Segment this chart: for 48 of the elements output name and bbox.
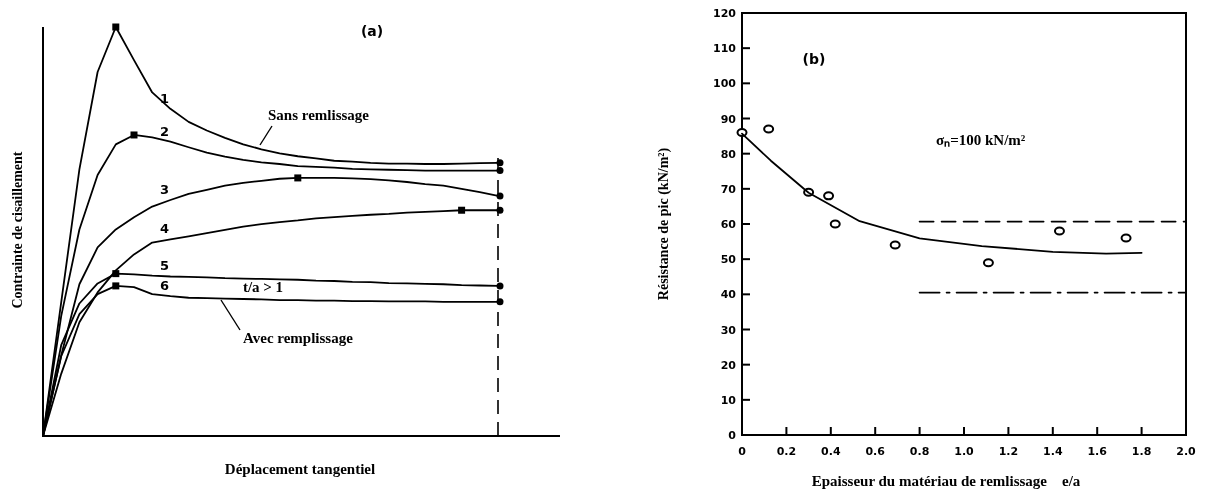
x-tick-label: 0.4 <box>821 445 841 458</box>
y-tick-label: 0 <box>728 429 737 442</box>
annotation: σₙ=100 kN/m² <box>936 132 1026 148</box>
x-tick-label: 1.8 <box>1131 445 1152 458</box>
chart-title: (a) <box>360 23 384 39</box>
x-tick-label: 1.0 <box>954 445 975 458</box>
x-tick-label: 1.2 <box>998 445 1019 458</box>
series-label: 4 <box>159 221 169 237</box>
y-tick-label: 120 <box>713 7 737 20</box>
annotation: Avec remplissage <box>243 330 354 346</box>
x-tick-label: 2.0 <box>1176 445 1197 458</box>
series-label: 1 <box>159 90 169 106</box>
point <box>829 219 841 229</box>
series-label: 3 <box>159 182 169 198</box>
y-tick-label: 110 <box>713 42 737 56</box>
y-axis-title: Contrainte de cisaillement <box>10 151 25 309</box>
annotation: t/a > 1 <box>242 279 284 295</box>
y-axis-title: Résistance de pic (kN/m²) <box>656 147 672 301</box>
x-tick-label: 0.2 <box>776 445 797 458</box>
x-tick-label: 1.6 <box>1087 445 1108 458</box>
point <box>1053 226 1065 236</box>
y-tick-label: 90 <box>720 112 737 126</box>
point <box>823 191 835 201</box>
series-label: 2 <box>159 123 169 139</box>
y-tick-label: 100 <box>713 77 737 91</box>
y-tick-label: 70 <box>720 182 737 196</box>
series-label: 5 <box>159 258 169 274</box>
y-tick-label: 40 <box>720 288 737 302</box>
y-tick-label: 60 <box>720 218 737 231</box>
point <box>496 167 504 175</box>
annotation: Sans remlissage <box>268 107 370 123</box>
point <box>889 240 901 250</box>
point <box>982 258 994 268</box>
text: (b) <box>802 51 826 67</box>
x-tick-label: 0 <box>738 445 747 458</box>
point <box>763 124 775 134</box>
series-label: 6 <box>159 278 169 294</box>
y-tick-label: 10 <box>720 393 737 407</box>
y-tick-label: 80 <box>720 147 737 161</box>
x-axis-title: Déplacement tangentiel <box>224 461 376 477</box>
x-tick-label: 0.6 <box>865 445 886 458</box>
x-tick-label: 1.4 <box>1043 445 1063 458</box>
x-axis-title: Epaisseur du matériau de remlissage e/a <box>811 473 1081 489</box>
y-tick-label: 30 <box>720 323 737 337</box>
point <box>1120 233 1132 243</box>
x-tick-label: 0.8 <box>909 445 930 458</box>
y-tick-label: 50 <box>720 253 737 267</box>
y-tick-label: 20 <box>720 358 737 372</box>
